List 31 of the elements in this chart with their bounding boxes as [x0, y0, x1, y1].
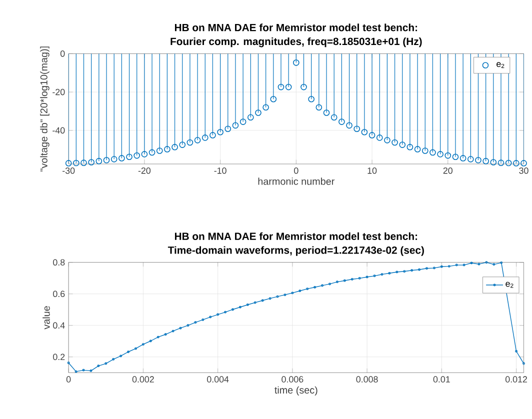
- x-tick-label: 0.01: [433, 376, 450, 382]
- x-axis-title: time (sec): [274, 386, 318, 396]
- y-tick-label: 0.8: [53, 259, 65, 266]
- x-tick-label: 0.008: [356, 376, 378, 382]
- legend-label: e$_{2}$: [506, 282, 514, 288]
- x-tick-label: 0.012: [505, 376, 527, 382]
- x-tick-label: -30: [62, 167, 75, 174]
- legend-label: e$_{2}$: [496, 62, 504, 68]
- x-tick-label: 0: [66, 376, 71, 382]
- chart-subtitle: Time-domain waveforms, period=1.221743e-02 (sec): [168, 246, 424, 256]
- y-axis-title: value: [42, 306, 50, 330]
- x-tick-label: 0.004: [207, 376, 229, 382]
- y-tick-label: -40: [52, 127, 65, 134]
- x-tick-label: -20: [138, 167, 151, 174]
- y-tick-label: 0.4: [53, 322, 65, 328]
- chart-subtitle: Fourier comp. magnitudes, freq=8.185031e+01 (Hz): [170, 37, 422, 48]
- x-tick-label: 30: [519, 167, 528, 174]
- y-tick-label: 0: [60, 50, 65, 57]
- x-tick-label: 0.002: [132, 376, 154, 382]
- chart-title: HB on MNA DAE for Memristor model test bench:: [174, 23, 418, 32]
- x-tick-label: -10: [214, 167, 226, 174]
- x-tick-label: 10: [368, 167, 377, 174]
- y-axis-title: "voltage db" [20*log10(mag)]: [40, 46, 50, 172]
- y-tick-label: -20: [52, 88, 65, 96]
- x-tick-label: 20: [443, 167, 452, 174]
- x-axis-title: harmonic number: [258, 177, 334, 185]
- chart-title: HB on MNA DAE for Memristor model test bench:: [174, 232, 418, 240]
- y-tick-label: 0.6: [53, 290, 65, 297]
- x-tick-label: 0.006: [282, 376, 304, 382]
- y-tick-label: 0.2: [53, 354, 65, 360]
- x-tick-label: 0: [294, 167, 298, 174]
